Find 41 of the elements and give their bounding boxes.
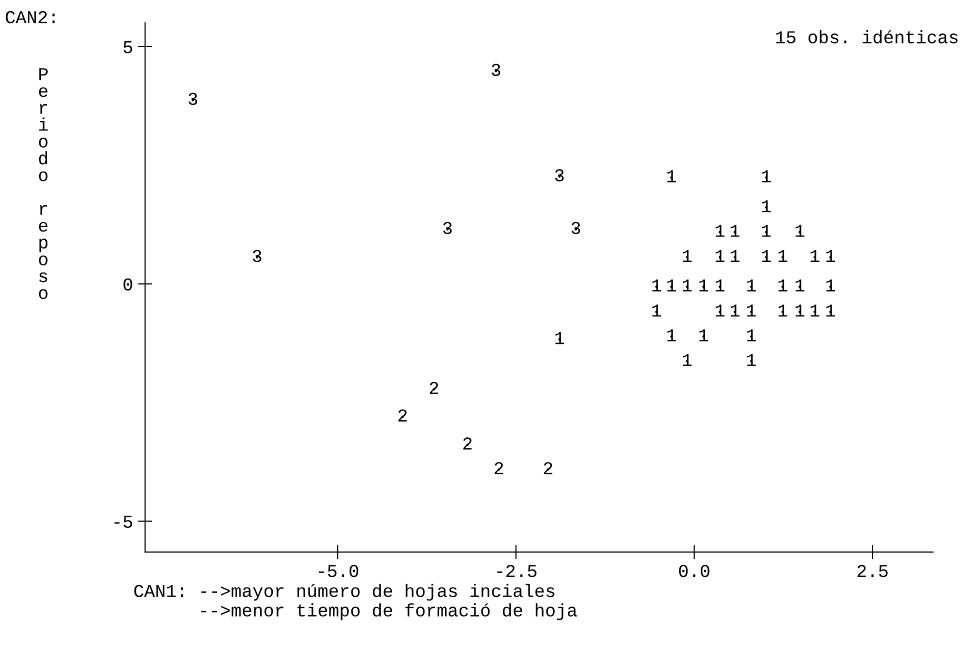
x-tick-label: 0.0 bbox=[679, 564, 710, 578]
x-tick-label: -2.5 bbox=[497, 564, 536, 578]
text: 1 bbox=[730, 250, 740, 262]
text: CAN2: bbox=[6, 11, 55, 24]
text: 1 bbox=[555, 332, 564, 344]
text: 1 bbox=[796, 304, 804, 317]
text: 1 bbox=[826, 279, 835, 292]
text: 1 bbox=[778, 250, 788, 262]
text: 3 bbox=[188, 92, 198, 106]
text: 1 bbox=[682, 250, 692, 262]
text: 1 bbox=[682, 279, 692, 292]
annotation: 15 obs. idénticas bbox=[776, 30, 958, 44]
x-tick-label: 2.5 bbox=[858, 564, 888, 578]
text: 1 bbox=[699, 329, 708, 342]
x-axis-title: CAN1: -->mayor número de hojas inciales -->menor tiempo de formació de hoja bbox=[134, 584, 577, 620]
text: 1 bbox=[747, 354, 756, 366]
text: 3 bbox=[492, 64, 500, 76]
text: 3 bbox=[443, 222, 452, 234]
text: 1 bbox=[826, 250, 835, 262]
text: 1 bbox=[778, 279, 788, 292]
text: 1 bbox=[652, 304, 661, 317]
y-tick-label: 5 bbox=[124, 41, 132, 54]
text: 1 bbox=[716, 250, 724, 262]
series-label: 3 bbox=[572, 222, 580, 234]
y-tick-label: -5 bbox=[114, 516, 132, 528]
text: 1 bbox=[652, 279, 661, 292]
text: Periodo reposo bbox=[38, 68, 48, 300]
text: 3 bbox=[555, 169, 564, 182]
text: 1 bbox=[826, 304, 835, 317]
y-tick-label: 0 bbox=[124, 278, 132, 291]
x-tick-label: -5.0 bbox=[318, 564, 358, 578]
text: 3 bbox=[252, 250, 262, 262]
text: 1 bbox=[699, 279, 708, 292]
text: 1 bbox=[747, 279, 756, 292]
text: 1 bbox=[796, 279, 804, 292]
text: 1 bbox=[667, 279, 676, 292]
text: 1 bbox=[747, 304, 756, 317]
text: 1 bbox=[716, 279, 724, 292]
text: 1 bbox=[810, 250, 820, 262]
text: 1 bbox=[682, 354, 692, 366]
text: 1 bbox=[762, 250, 771, 262]
